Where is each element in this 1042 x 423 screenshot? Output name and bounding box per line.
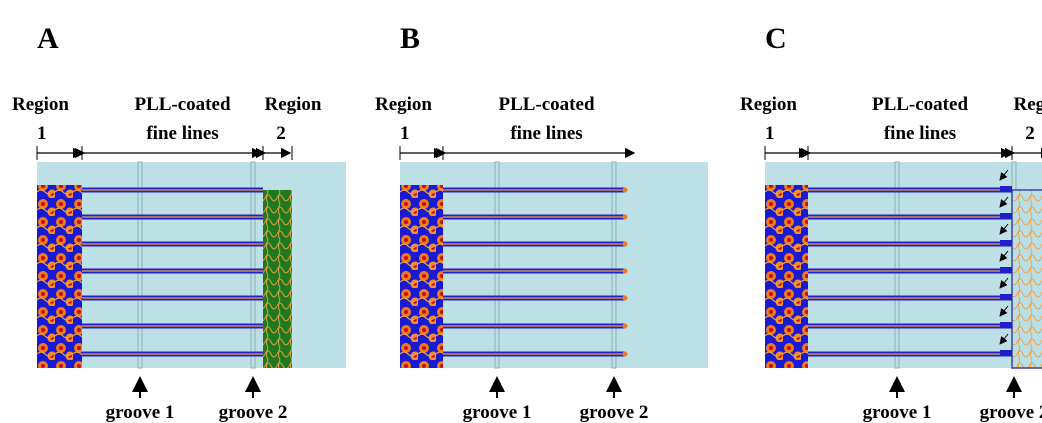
region-1-cells bbox=[37, 185, 82, 368]
groove-label: groove 2 bbox=[219, 402, 288, 423]
axon-bundle bbox=[1000, 350, 1012, 356]
panel: C Region 1 PLL-coated fine lines Region 2 groov… bbox=[740, 22, 1042, 423]
pointer-arrow bbox=[999, 223, 1009, 235]
fine-lines-label: PLL-coated bbox=[872, 94, 968, 115]
groove bbox=[250, 161, 256, 369]
panel-letter: C bbox=[765, 22, 787, 55]
axon-bundle bbox=[1000, 322, 1012, 328]
region-1-label: 1 bbox=[400, 123, 410, 144]
region-1-cells bbox=[765, 185, 808, 368]
groove bbox=[894, 161, 900, 369]
region-2-label: 2 bbox=[276, 123, 286, 144]
panel: A Region 1 PLL-coated fine lines Region 2 groov… bbox=[12, 22, 346, 423]
groove-label: groove 2 bbox=[580, 402, 649, 423]
neurite-tip bbox=[622, 187, 628, 193]
pointer-arrow bbox=[999, 305, 1009, 317]
fine-lines-label: PLL-coated bbox=[498, 94, 594, 115]
neurite-tip bbox=[622, 295, 628, 301]
panel-letter: B bbox=[400, 22, 420, 55]
substrate bbox=[765, 162, 1042, 368]
neurite-tip bbox=[622, 351, 628, 357]
fine-lines-label: fine lines bbox=[146, 123, 218, 144]
neurite-tip bbox=[622, 214, 628, 220]
pointer-arrow bbox=[999, 196, 1009, 208]
axon-bundle bbox=[1000, 240, 1012, 246]
pointer-arrow bbox=[999, 277, 1009, 289]
groove bbox=[137, 161, 143, 369]
pointer-arrow bbox=[999, 250, 1009, 262]
pointer-arrow bbox=[999, 169, 1009, 181]
region-1-cells bbox=[400, 185, 443, 368]
region-1-label: Region bbox=[12, 94, 69, 115]
fine-lines-label: PLL-coated bbox=[134, 94, 230, 115]
region-1-label: Region bbox=[375, 94, 432, 115]
axon-bundle bbox=[1000, 186, 1012, 192]
groove-label: groove 1 bbox=[106, 402, 175, 423]
groove bbox=[494, 161, 500, 369]
groove bbox=[611, 161, 617, 369]
groove-label: groove 1 bbox=[463, 402, 532, 423]
substrate bbox=[37, 162, 346, 368]
fine-lines-label: fine lines bbox=[884, 123, 956, 144]
groove-label: groove 2 bbox=[980, 402, 1042, 423]
axon-bundle bbox=[1000, 213, 1012, 219]
panel-letter: A bbox=[37, 22, 59, 55]
axon-bundle bbox=[1000, 294, 1012, 300]
region-2 bbox=[1011, 189, 1042, 369]
region-1-label: Region bbox=[740, 94, 797, 115]
pointer-arrow bbox=[999, 333, 1009, 345]
neurite-tip bbox=[622, 323, 628, 329]
neurite-tip bbox=[622, 241, 628, 247]
substrate bbox=[400, 162, 708, 368]
region-2-label: 2 bbox=[1025, 123, 1035, 144]
region-2 bbox=[263, 190, 292, 368]
neurite-tip bbox=[622, 268, 628, 274]
fine-lines-label: fine lines bbox=[510, 123, 582, 144]
panel: B Region 1 PLL-coated fine lines groove 1 groo… bbox=[375, 22, 708, 423]
region-2-label: Region bbox=[265, 94, 322, 115]
region-2-label: Region bbox=[1014, 94, 1042, 115]
region-1-label: 1 bbox=[765, 123, 775, 144]
region-1-label: 1 bbox=[37, 123, 47, 144]
groove-label: groove 1 bbox=[863, 402, 932, 423]
axon-bundle bbox=[1000, 267, 1012, 273]
